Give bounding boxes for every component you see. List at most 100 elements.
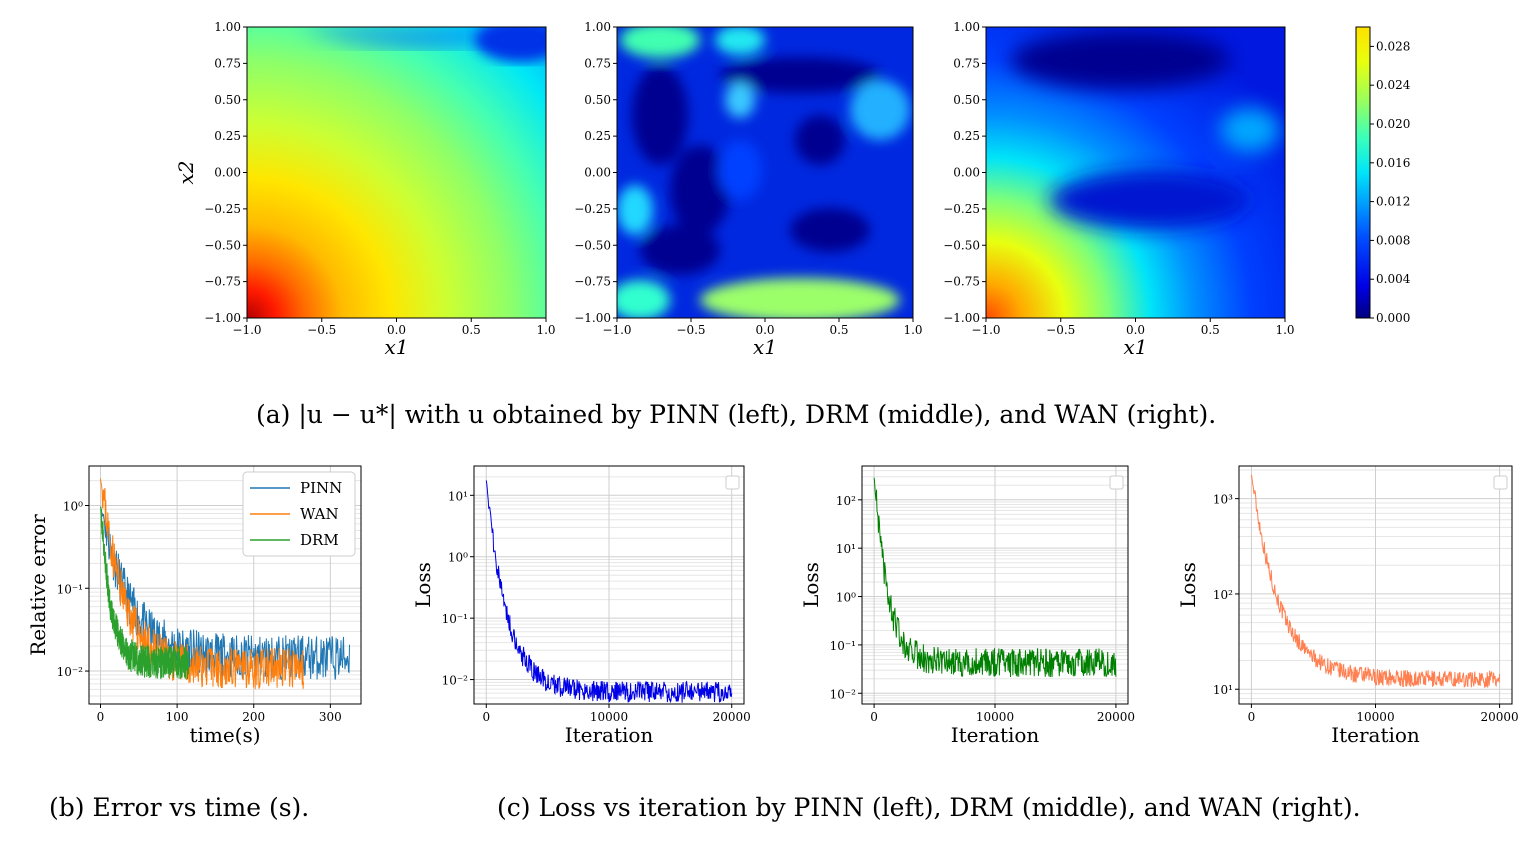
legend-entry: WAN xyxy=(300,505,339,523)
x-tick-label: −1.0 xyxy=(602,323,631,337)
caption-b: (b) Error vs time (s). xyxy=(49,793,310,822)
x-tick-label: 0.0 xyxy=(1126,323,1145,337)
y-tick-label: 10⁻² xyxy=(442,674,469,688)
heatmap-wan xyxy=(985,26,1286,319)
y-tick-label: 10⁻² xyxy=(830,687,857,701)
y-tick-label: 0.75 xyxy=(953,56,980,70)
x-tick-label: 1.0 xyxy=(903,323,922,337)
x-axis-label: time(s) xyxy=(189,723,260,747)
colorbar-tick-label: 0.012 xyxy=(1376,195,1410,209)
x-tick-label: 0 xyxy=(870,710,878,724)
y-tick-label: 0.25 xyxy=(584,129,611,143)
x-tick-label: 0.0 xyxy=(387,323,406,337)
y-axis-label: Loss xyxy=(411,562,435,608)
x-axis-label: Iteration xyxy=(565,723,654,747)
x-tick-label: 0.5 xyxy=(829,323,848,337)
x-tick-label: 0.5 xyxy=(462,323,481,337)
caption-a: (a) |u − u*| with u obtained by PINN (le… xyxy=(256,400,1217,429)
y-tick-label: 10⁻¹ xyxy=(830,639,856,653)
x-tick-label: 10000 xyxy=(1356,710,1394,724)
y-tick-label: 1.00 xyxy=(584,20,611,34)
x-tick-label: −0.5 xyxy=(1046,323,1075,337)
series-line-loss-drm xyxy=(873,477,1117,678)
colorbar-tick-label: 0.004 xyxy=(1376,272,1411,286)
series-line-loss-pinn xyxy=(485,480,733,704)
colorbar-tick-label: 0.028 xyxy=(1376,39,1410,53)
series-line-wan xyxy=(100,478,304,690)
y-tick-label: 10⁰ xyxy=(836,591,856,605)
heatmap-pinn xyxy=(246,26,547,319)
chart-loss-pinn: 0 10000 20000 10¹ 10⁰ 10⁻¹ 10⁻² Iteration Loss xyxy=(411,465,751,747)
colorbar-tick-label: 0.000 xyxy=(1376,311,1410,325)
y-tick-label: 10¹ xyxy=(836,542,856,556)
chart-error-vs-time: 0 100 200 300 10⁰ 10⁻¹ 10⁻² time(s) Relative err… xyxy=(26,465,362,747)
x-tick-label: −1.0 xyxy=(232,323,261,337)
y-tick-label: 0.00 xyxy=(584,166,611,180)
x-tick-label: 10000 xyxy=(590,710,628,724)
y-tick-label: −0.75 xyxy=(574,275,611,289)
x-tick-label: 20000 xyxy=(713,710,751,724)
y-tick-label: −0.50 xyxy=(574,238,611,252)
empty-legend xyxy=(1493,475,1508,490)
series-line-loss-wan xyxy=(1250,474,1501,689)
chart-loss-wan: 0 10000 20000 10³ 10² 10¹ Iteration Loss xyxy=(1176,465,1519,747)
y-tick-label: 0.25 xyxy=(953,129,980,143)
y-tick-label: 0.50 xyxy=(953,93,980,107)
y-tick-label: 0.25 xyxy=(214,129,241,143)
chart-loss-drm: 0 10000 20000 10² 10¹ 10⁰ 10⁻¹ 10⁻² Iteration Los… xyxy=(799,465,1135,747)
x-tick-label: 200 xyxy=(242,710,265,724)
legend-entry: DRM xyxy=(300,531,339,549)
y-tick-label: 10⁻¹ xyxy=(57,582,83,596)
y-tick-label: −0.50 xyxy=(943,238,980,252)
x-tick-label: 0 xyxy=(1248,710,1256,724)
y-axis-label: x2 xyxy=(174,160,198,184)
y-tick-label: 10² xyxy=(1213,588,1233,602)
y-tick-label: 1.00 xyxy=(214,20,241,34)
y-tick-label: 0.50 xyxy=(214,93,241,107)
colorbar-tick-label: 0.024 xyxy=(1376,78,1411,92)
y-tick-label: 10⁰ xyxy=(63,499,83,513)
y-tick-label: 0.00 xyxy=(214,166,241,180)
heatmap-axes-pinn-error: −1.0 −0.5 0.0 0.5 1.0 −1.00 −0.75 −0.50 −0.25 0.0… xyxy=(174,20,556,359)
heatmap-axes-wan-error: −1.0 −0.5 0.0 0.5 1.0 −1.00 −0.75 −0.50 −0.25 0.0… xyxy=(943,20,1294,359)
y-tick-label: −0.50 xyxy=(204,238,241,252)
y-tick-label: −1.00 xyxy=(204,311,241,325)
y-tick-label: 10⁻² xyxy=(57,665,84,679)
y-axis-label: Relative error xyxy=(26,514,50,656)
y-tick-label: −0.25 xyxy=(943,202,980,216)
legend-entry: PINN xyxy=(300,479,342,497)
y-tick-label: 10³ xyxy=(1213,493,1233,507)
x-tick-label: 1.0 xyxy=(1275,323,1294,337)
x-tick-label: −0.5 xyxy=(676,323,705,337)
caption-c: (c) Loss vs iteration by PINN (left), DR… xyxy=(497,793,1361,822)
colorbar-tick-label: 0.008 xyxy=(1376,233,1410,247)
x-tick-label: 0 xyxy=(97,710,105,724)
y-tick-label: 0.75 xyxy=(584,56,611,70)
x-tick-label: 0.0 xyxy=(755,323,774,337)
empty-legend xyxy=(1109,475,1124,490)
x-tick-label: 20000 xyxy=(1097,710,1135,724)
y-tick-label: 0.75 xyxy=(214,56,241,70)
y-tick-label: 0.00 xyxy=(953,166,980,180)
y-tick-label: −0.75 xyxy=(943,275,980,289)
y-tick-label: −1.00 xyxy=(943,311,980,325)
y-tick-label: 10⁻¹ xyxy=(442,612,468,626)
y-axis-label: Loss xyxy=(1176,562,1200,608)
heatmap-axes-drm-error: −1.0 −0.5 0.0 0.5 1.0 −1.00 −0.75 −0.50 −0.25 0.0… xyxy=(574,20,922,359)
y-tick-label: −1.00 xyxy=(574,311,611,325)
colorbar: 0.000 0.004 0.008 0.012 0.016 0.020 0.024 0.028 xyxy=(1355,26,1411,325)
y-tick-label: −0.25 xyxy=(574,202,611,216)
x-tick-label: 100 xyxy=(166,710,189,724)
x-tick-label: 1.0 xyxy=(536,323,555,337)
x-tick-label: 20000 xyxy=(1480,710,1518,724)
y-tick-label: 10² xyxy=(836,494,856,508)
series-line-drm xyxy=(100,506,190,680)
x-tick-label: −0.5 xyxy=(307,323,336,337)
y-tick-label: 1.00 xyxy=(953,20,980,34)
heatmap-drm xyxy=(616,26,914,319)
y-tick-label: 0.50 xyxy=(584,93,611,107)
x-axis-label: x1 xyxy=(384,335,408,359)
x-axis-label: Iteration xyxy=(1331,723,1420,747)
y-tick-label: 10⁰ xyxy=(448,551,468,565)
